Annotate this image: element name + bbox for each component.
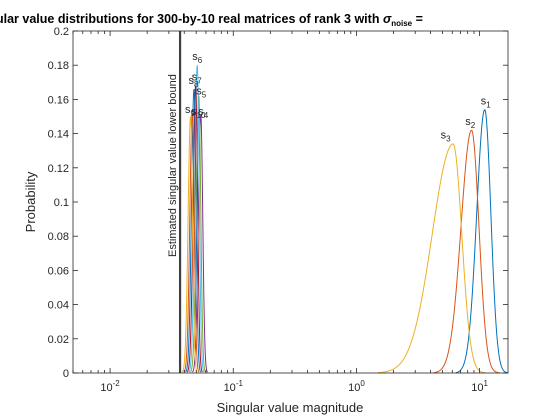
signal-distribution-curve-s2: [433, 129, 500, 374]
y-tick-label: 0.16: [48, 94, 69, 106]
y-tick-label: 0: [63, 368, 69, 380]
series-label-s4: s4: [198, 106, 209, 120]
y-axis-label: Probability: [23, 171, 38, 232]
curves-layer: [181, 65, 509, 374]
series-label-s2: s2: [465, 116, 476, 130]
signal-distribution-curve-s1: [455, 109, 509, 374]
y-tick-label: 0.12: [48, 163, 69, 175]
signal-distribution-curve-s3: [377, 143, 486, 374]
x-axis-label: Singular value magnitude: [217, 400, 364, 415]
y-tick-label: 0.06: [48, 265, 69, 277]
x-axis: 10-2 10-1 100 101: [72, 31, 489, 394]
series-label-s8: s8: [188, 75, 199, 89]
x-tick-label: 10-1: [224, 379, 244, 394]
chart-title-sigma: σ: [383, 12, 392, 26]
y-tick-label: 0.14: [48, 129, 69, 141]
y-tick-label: 0.02: [48, 334, 69, 346]
y-tick-label: 0.2: [54, 26, 69, 38]
x-tick-label: 10-2: [100, 379, 120, 394]
series-label-s9: s9: [185, 104, 196, 118]
noise-distribution-curve-s10: [181, 116, 198, 373]
noise-distribution-curve-s6: [188, 65, 205, 373]
plot-area: [73, 31, 508, 373]
chart-title-prefix: ular value distributions for 300-by-10 r…: [0, 12, 383, 26]
noise-distribution-curve-s8: [185, 89, 202, 373]
series-label-s6: s6: [192, 51, 203, 65]
y-tick-label: 0.08: [48, 231, 69, 243]
lower-bound-label: Estimated singular value lower bound: [167, 74, 179, 257]
x-tick-label: 100: [348, 379, 365, 394]
reference-layer: Estimated singular value lower bound: [167, 31, 182, 373]
y-tick-label: 0.18: [48, 60, 69, 72]
series-label-s10: s10: [191, 106, 206, 120]
chart-title: ular value distributions for 300-by-10 r…: [0, 12, 423, 28]
series-label-s5: s5: [196, 85, 207, 99]
series-label-s3: s3: [441, 130, 452, 144]
y-tick-label: 0.04: [48, 300, 69, 312]
chart-title-sigma-subscript: noise: [391, 19, 412, 28]
y-tick-label: 0.1: [54, 197, 69, 209]
x-tick-label: 101: [471, 379, 488, 394]
chart-title-suffix: =: [412, 12, 423, 26]
series-label-s7: s7: [192, 72, 203, 86]
series-label-s1: s1: [481, 96, 492, 110]
y-axis: 0 0.02 0.04 0.06 0.08 0.1 0.12 0.14 0.16 0.18 0.2: [48, 26, 508, 380]
